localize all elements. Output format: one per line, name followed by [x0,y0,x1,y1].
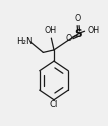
Text: O: O [75,14,81,23]
Text: OH: OH [88,26,100,35]
Text: OH: OH [45,26,57,35]
Text: Cl: Cl [50,100,58,109]
Text: O: O [66,34,72,43]
Text: S: S [75,29,82,39]
Text: H₂N: H₂N [16,37,33,46]
